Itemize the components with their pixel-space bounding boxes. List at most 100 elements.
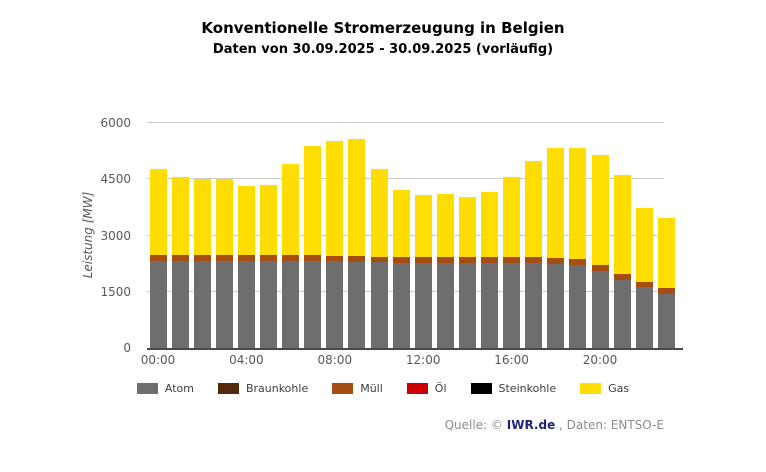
bar-stack-20:00 [591, 155, 609, 348]
bar-segment-atom-23:00 [657, 293, 675, 348]
x-tick-label-00:00: 00:00 [140, 353, 176, 367]
bar-segment-müll-11:00 [392, 256, 410, 263]
bar-segment-atom-08:00 [326, 261, 344, 348]
bar-segment-müll-02:00 [193, 255, 211, 261]
y-tick-label-0: 0 [123, 341, 131, 355]
bar-stack-12:00 [414, 194, 432, 348]
bar-segment-müll-12:00 [414, 256, 432, 263]
legend: Atom Braunkohle Müll Öl Steinkohle Gas [0, 382, 766, 395]
bar-segment-gas-19:00 [569, 147, 587, 260]
bar-segment-müll-09:00 [348, 256, 366, 262]
bar-segment-müll-22:00 [635, 281, 653, 288]
bar-segment-müll-13:00 [436, 256, 454, 263]
bar-stack-22:00 [635, 208, 653, 348]
bar-segment-atom-11:00 [392, 262, 410, 348]
bar-stack-05:00 [260, 184, 277, 348]
bar-segment-gas-13:00 [436, 193, 454, 257]
bar-stack-21:00 [613, 174, 631, 348]
x-tick-label-04:00: 04:00 [229, 353, 264, 367]
bar-segment-gas-12:00 [414, 194, 432, 257]
bar-segment-atom-09:00 [348, 261, 366, 348]
gridline-4500 [147, 178, 664, 180]
legend-label-müll: Müll [360, 382, 383, 395]
source-suffix: , Daten: ENTSO-E [555, 418, 664, 432]
bar-stack-07:00 [304, 145, 322, 348]
bar-stack-14:00 [458, 196, 476, 348]
iwr-link[interactable]: IWR.de [506, 418, 556, 432]
bar-segment-gas-08:00 [326, 141, 344, 256]
bar-segment-müll-14:00 [458, 256, 476, 263]
bar-stack-04:00 [237, 185, 255, 348]
x-tick-label-12:00: 12:00 [405, 353, 441, 367]
source-prefix: Quelle: © [444, 418, 507, 432]
bar-segment-gas-11:00 [392, 189, 410, 257]
legend-label-atom: Atom [164, 382, 194, 395]
bar-segment-atom-20:00 [591, 270, 609, 348]
bar-segment-müll-19:00 [569, 259, 587, 265]
chart-subtitle: Daten von 30.09.2025 - 30.09.2025 (vorlä… [212, 42, 554, 57]
bar-segment-gas-05:00 [260, 184, 277, 256]
bar-segment-müll-07:00 [304, 255, 322, 261]
bar-segment-atom-13:00 [436, 262, 454, 348]
legend-swatch-atom [136, 383, 158, 394]
bar-stack-02:00 [193, 179, 211, 348]
x-axis-tick-labels: 00:00 04:00 08:00 12:00 16:00 20:00 [141, 353, 707, 369]
bar-segment-atom-17:00 [525, 262, 543, 348]
bar-segment-müll-06:00 [282, 255, 300, 261]
bar-segment-atom-05:00 [260, 261, 277, 348]
legend-label-braunkohle: Braunkohle [245, 382, 309, 395]
bar-segment-atom-12:00 [414, 262, 432, 348]
bar-segment-gas-07:00 [304, 145, 322, 255]
bar-stack-06:00 [282, 164, 300, 348]
bar-segment-müll-23:00 [657, 288, 675, 294]
bar-segment-atom-22:00 [635, 287, 653, 348]
bar-stack-16:00 [503, 176, 521, 348]
bar-stack-08:00 [326, 141, 344, 348]
bar-segment-gas-16:00 [503, 176, 521, 257]
source-line: Quelle: © IWR.de , Daten: ENTSO-E [445, 418, 664, 432]
x-tick-label-16:00: 16:00 [494, 353, 529, 367]
bar-stack-13:00 [436, 193, 454, 348]
legend-item-gas: Gas [580, 382, 629, 395]
bar-segment-atom-04:00 [237, 261, 255, 348]
bar-stack-23:00 [657, 218, 675, 348]
x-tick-label-08:00: 08:00 [317, 353, 353, 367]
bar-segment-müll-15:00 [481, 256, 498, 263]
bar-segment-müll-20:00 [591, 265, 609, 271]
bar-stack-09:00 [348, 139, 366, 348]
bar-segment-atom-18:00 [547, 263, 565, 348]
bar-stack-17:00 [525, 160, 543, 348]
y-tick-label-1500: 1500 [100, 284, 131, 299]
bar-segment-atom-16:00 [503, 262, 521, 348]
legend-item-braunkohle: Braunkohle [217, 382, 309, 395]
bar-stack-03:00 [215, 179, 233, 348]
x-tick-label-20:00: 20:00 [582, 353, 618, 367]
legend-swatch-müll [332, 383, 354, 394]
bar-segment-gas-09:00 [348, 139, 366, 257]
bar-segment-atom-21:00 [613, 279, 631, 348]
legend-swatch-steinkohle [470, 383, 492, 394]
bar-segment-müll-05:00 [260, 255, 277, 261]
bar-segment-gas-02:00 [193, 179, 211, 256]
chart-title: Konventionelle Stromerzeugung in Belgien [201, 19, 565, 37]
legend-item-öl: Öl [406, 382, 447, 395]
bar-stack-01:00 [171, 177, 189, 348]
plot-area [147, 122, 683, 350]
x-axis-line [147, 348, 683, 350]
legend-swatch-gas [580, 383, 602, 394]
bar-segment-müll-08:00 [326, 255, 344, 262]
bar-segment-atom-15:00 [481, 262, 498, 348]
bar-segment-gas-18:00 [547, 148, 565, 258]
bar-stack-00:00 [149, 169, 167, 348]
legend-label-gas: Gas [608, 382, 630, 395]
bar-segment-gas-10:00 [370, 168, 388, 257]
bar-segment-atom-06:00 [282, 260, 300, 348]
gridline-6000 [147, 122, 664, 123]
legend-swatch-öl [406, 383, 428, 394]
bar-segment-atom-03:00 [215, 261, 233, 348]
bar-segment-atom-10:00 [370, 262, 388, 348]
bar-segment-müll-17:00 [525, 257, 543, 263]
bar-segment-gas-21:00 [613, 174, 631, 275]
bar-segment-müll-18:00 [547, 258, 565, 264]
